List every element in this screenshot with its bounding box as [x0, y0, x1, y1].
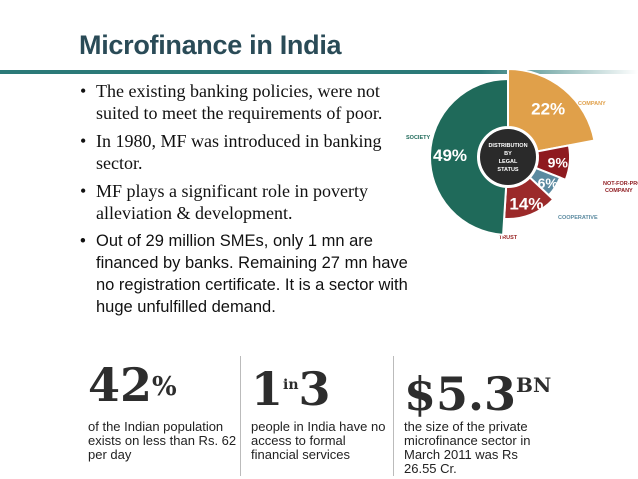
stat-number: 3 — [298, 362, 331, 416]
pie-chart-svg: 22% COMPANY 9% NOT-FOR-PROFITCOMPANY 6% COOPE… — [406, 67, 638, 241]
bullet-text: Out of 29 million SMEs, only 1 mn are fi… — [96, 232, 408, 316]
bullet-marker: • — [80, 81, 87, 101]
bullet-list: • The existing banking policies, were no… — [74, 80, 419, 324]
stat-figure: $5.3BN — [404, 360, 551, 419]
pie-center-label: STATUS — [497, 167, 519, 173]
pie-slice-company — [507, 67, 596, 153]
bullet-item: • MF plays a significant role in poverty… — [74, 180, 419, 224]
stat-divider — [393, 356, 394, 476]
stat-block-population: 42% of the Indian population exists on l… — [80, 350, 240, 479]
pie-value-label: 6% — [538, 175, 559, 191]
stat-caption: of the Indian population exists on less … — [88, 419, 237, 462]
stat-number: 42 — [88, 358, 153, 412]
stat-suffix: % — [152, 372, 177, 402]
legal-status-pie-chart: 22% COMPANY 9% NOT-FOR-PROFITCOMPANY 6% COOPE… — [398, 62, 638, 252]
bullet-marker: • — [80, 181, 87, 201]
bullet-item: • Out of 29 million SMEs, only 1 mn are … — [74, 230, 419, 318]
pie-category-label: NOT-FOR-PROFITCOMPANY — [603, 181, 638, 194]
pie-value-label: 49% — [433, 146, 467, 165]
bullet-text: The existing banking policies, were not … — [96, 81, 383, 123]
pie-center-disc — [480, 129, 536, 185]
pie-value-label: 22% — [531, 99, 565, 118]
pie-category-label: COMPANY — [578, 101, 606, 107]
pie-center-label: LEGAL — [499, 159, 518, 165]
stat-number: $5.3 — [404, 367, 517, 421]
bullet-marker: • — [80, 232, 86, 250]
stat-block-sector-size: $5.3BN the size of the private microfina… — [396, 350, 596, 479]
bullet-text: MF plays a significant role in poverty a… — [96, 181, 368, 223]
stat-number: 1 — [251, 362, 284, 416]
pie-category-label: TRUST — [499, 235, 518, 241]
bullet-item: • In 1980, MF was introduced in banking … — [74, 130, 419, 174]
stat-block-access: 1in3 people in India have no access to f… — [243, 350, 393, 479]
pie-value-label: 14% — [509, 194, 543, 213]
stat-caption: people in India have no access to formal… — [251, 419, 386, 462]
stat-figure: 1in3 — [251, 360, 331, 414]
title-underline — [0, 70, 638, 74]
stat-connector: in — [283, 377, 299, 393]
pie-value-label: 9% — [548, 155, 569, 171]
stat-figure: 42% — [88, 360, 177, 412]
bullet-marker: • — [80, 131, 87, 151]
pie-center-label: DISTRIBUTION — [488, 143, 527, 149]
stat-suffix: BN — [516, 373, 552, 397]
bullet-item: • The existing banking policies, were no… — [74, 80, 419, 124]
stats-strip: 42% of the Indian population exists on l… — [80, 350, 638, 479]
bullet-text: In 1980, MF was introduced in banking se… — [96, 131, 382, 173]
stat-divider — [240, 356, 241, 476]
pie-category-label: SOCIETY — [406, 135, 430, 141]
pie-center-label: BY — [504, 151, 512, 157]
slide-title: Microfinance in India — [79, 30, 342, 60]
pie-category-label: COOPERATIVE — [558, 215, 598, 221]
stat-caption: the size of the private microfinance sec… — [404, 419, 531, 476]
pie-slice-society — [429, 77, 509, 236]
